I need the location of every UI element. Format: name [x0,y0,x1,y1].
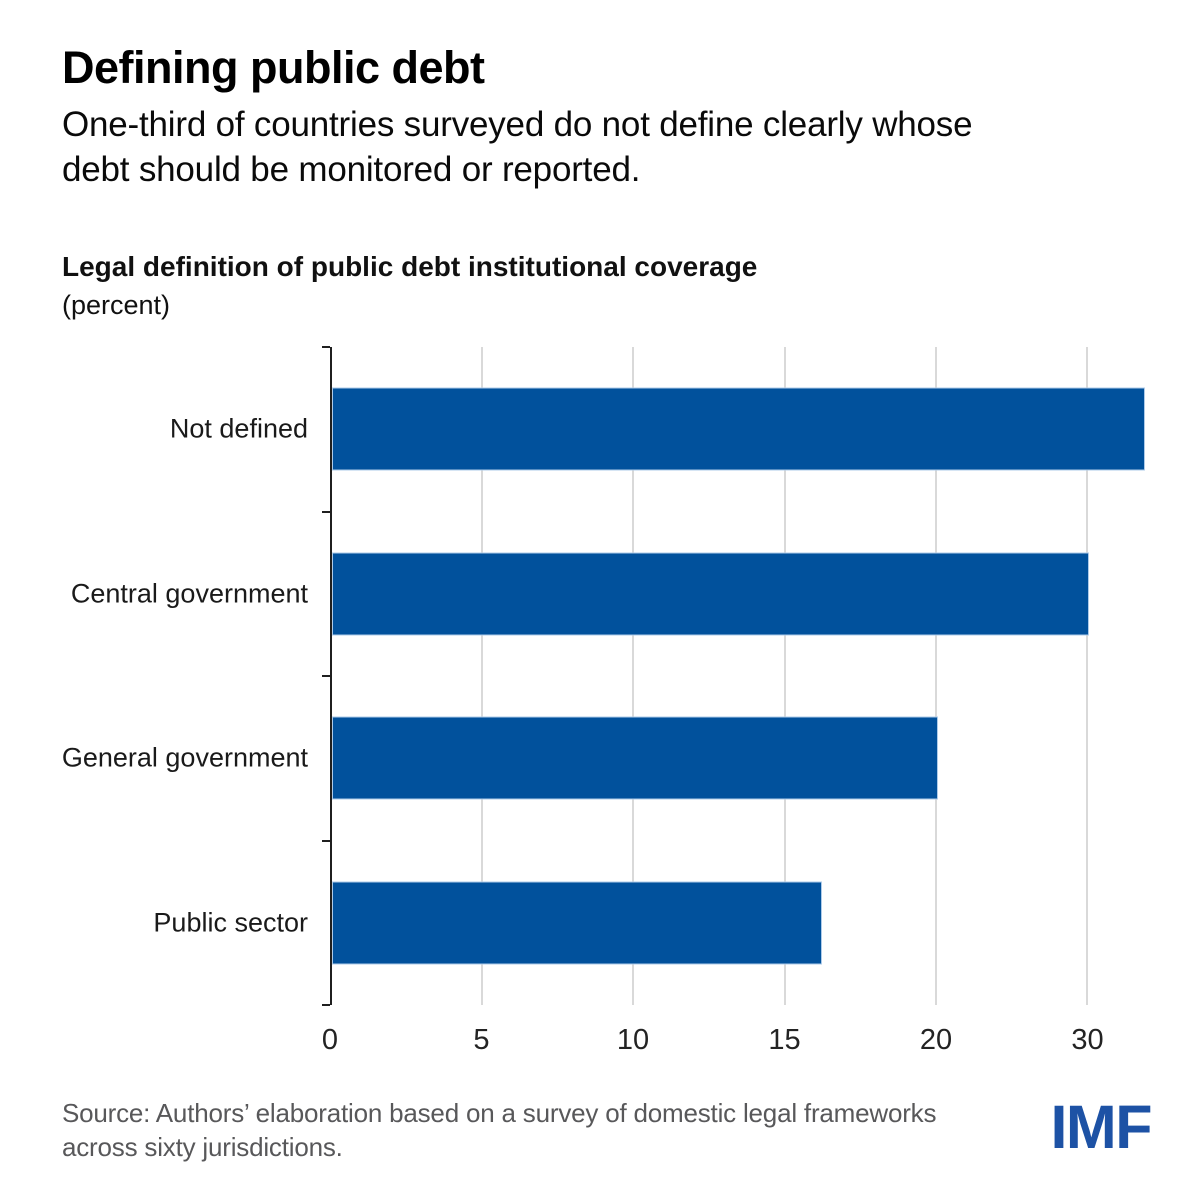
y-axis-tick [322,1004,330,1006]
x-tick-label-30: 30 [1071,1024,1104,1056]
x-tick-label-20: 20 [919,1024,953,1056]
plot-area: Not defined Central government General gov… [62,346,1168,1006]
x-tick-label-15: 15 [768,1024,801,1056]
gridline-10 [632,347,635,1005]
page-subtitle: One-third of countries surveyed do not d… [62,102,973,192]
bar-public-sector [332,881,822,965]
page-title: Defining public debt [62,42,485,93]
chart-title: Legal definition of public debt institut… [62,251,758,282]
bar-central-government [332,552,1090,636]
category-label-not-defined: Not defined [169,413,308,444]
source-line-2: across sixty jurisdictions. [62,1132,343,1162]
x-tick-label-10: 10 [616,1024,650,1056]
y-axis-tick [322,675,330,677]
category-label-public-sector: Public sector [153,907,308,938]
imf-logo: IMF [1050,1093,1152,1161]
source-note: Source: Authors’ elaboration based on a … [62,1096,936,1164]
bar-general-government [332,716,939,800]
subtitle-line-1: One-third of countries surveyed do not d… [62,105,973,144]
bar-not-defined [332,387,1145,471]
y-axis-tick [322,839,330,842]
x-tick-label-5: 5 [473,1024,490,1056]
y-axis-tick [322,346,330,348]
y-axis-tick [322,510,330,513]
y-axis-line [330,347,332,1005]
gridline-15 [783,347,786,1005]
x-axis-tick-labels: 0 5 10 15 20 30 [322,1024,1168,1064]
x-tick-label-0: 0 [321,1024,339,1056]
subtitle-line-2: debt should be monitored or reported. [62,150,641,189]
gridline-30 [1086,347,1089,1005]
gridline-5 [480,347,483,1005]
chart-unit-label: (percent) [62,290,171,320]
category-label-central-government: Central government [70,578,308,609]
gridline-20 [935,347,938,1005]
category-label-general-government: General government [61,742,308,773]
source-line-1: Source: Authors’ elaboration based on a … [62,1098,937,1128]
